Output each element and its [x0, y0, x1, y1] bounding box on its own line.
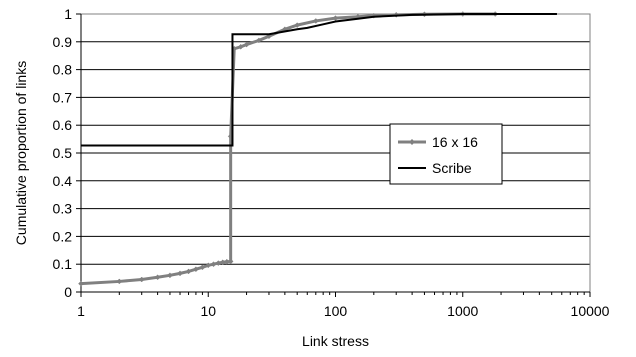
- data-point: [193, 266, 199, 273]
- data-point: [237, 43, 244, 50]
- legend-swatch-marker: [409, 139, 415, 145]
- y-tick-label: 0.7: [53, 89, 73, 105]
- y-tick-label: 0: [64, 284, 72, 300]
- data-point: [243, 41, 250, 48]
- series-layer: [78, 11, 557, 287]
- data-point: [177, 270, 183, 277]
- legend-box: [389, 123, 503, 185]
- y-tick-label: 0.1: [53, 256, 73, 272]
- data-point: [312, 18, 319, 24]
- data-point: [138, 276, 145, 283]
- y-tick-label: 0.3: [53, 201, 73, 217]
- data-point: [227, 258, 234, 265]
- data-point: [210, 261, 217, 268]
- data-point: [199, 264, 206, 271]
- legend-label: Scribe: [432, 160, 472, 176]
- data-point: [294, 22, 301, 28]
- series-scribe: [81, 13, 557, 147]
- y-axis-title: Cumulative proportion of links: [13, 61, 29, 245]
- x-tick-label: 1000: [447, 303, 478, 319]
- x-tick-label: 1: [77, 303, 85, 319]
- data-point: [154, 274, 161, 281]
- y-tick-label: 1: [64, 6, 72, 22]
- y-tick-label: 0.5: [53, 145, 73, 161]
- data-point: [256, 37, 262, 44]
- data-point: [78, 280, 84, 287]
- x-tick-label: 10: [200, 303, 216, 319]
- legend: 16 x 16 Scribe: [389, 123, 503, 185]
- y-tick-label: 0.8: [53, 62, 73, 78]
- y-tick-label: 0.6: [53, 117, 73, 133]
- x-axis-title: Link stress: [302, 333, 369, 349]
- y-tick-label: 0.9: [53, 34, 73, 50]
- data-point: [205, 262, 212, 269]
- data-point: [167, 272, 173, 279]
- x-tick-label: 100: [324, 303, 348, 319]
- axes: 0 0.1 0.2 0.3 0.4 0.5 0.6 0.7 0.8 0.9 1 1 10 100 1000 1…: [53, 6, 610, 319]
- legend-label: 16 x 16: [432, 134, 478, 150]
- y-tick-label: 0.4: [53, 173, 73, 189]
- data-point: [116, 278, 123, 285]
- series-line: [81, 13, 557, 147]
- data-point: [185, 268, 192, 275]
- x-tick-label: 10000: [571, 303, 610, 319]
- series-grid-16x16: [78, 11, 499, 287]
- grid-lines: [81, 13, 590, 293]
- y-tick-label: 0.2: [53, 228, 73, 244]
